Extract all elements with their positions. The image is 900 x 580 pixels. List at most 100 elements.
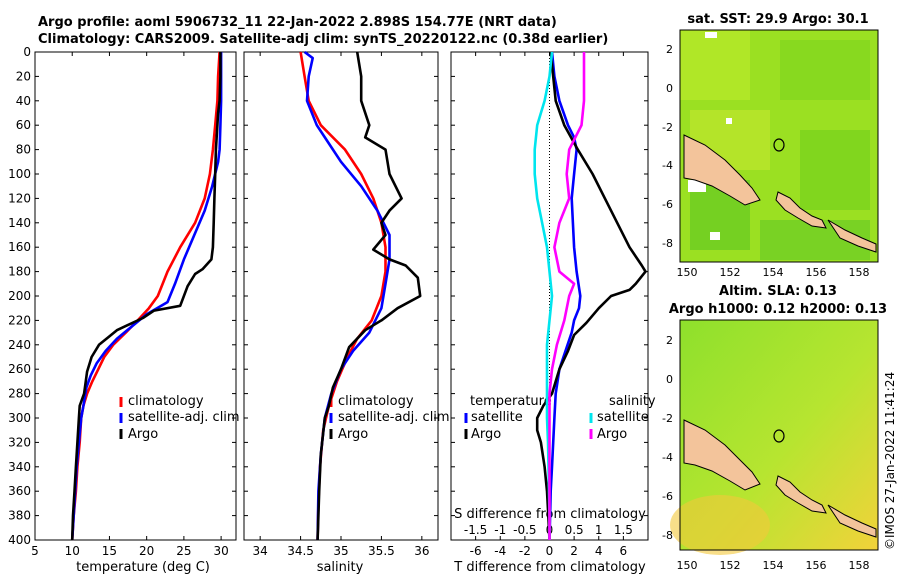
depth-tick-label: 160	[8, 240, 31, 254]
map2-ytick: 0	[666, 373, 673, 386]
differences-xtick-label: 6	[620, 544, 628, 558]
salinity-xtick-label: 36	[414, 544, 429, 558]
diff-legend: temperature satellite Argo salinity sate…	[464, 394, 656, 442]
depth-tick-label: 60	[16, 118, 31, 132]
map2-xtick: 158	[849, 559, 870, 572]
depth-tick-label: 400	[8, 533, 31, 547]
temp-xlabel: temperature (deg C)	[76, 560, 210, 575]
sla-map-axes: 150 152 154 156 158 2 0 -2 -4 -6 -8	[662, 334, 869, 572]
depth-tick-label: 220	[8, 313, 31, 327]
differences-xtick-label: 4	[595, 544, 603, 558]
map1-xtick: 154	[763, 266, 784, 279]
map1-ytick: -6	[662, 198, 673, 211]
map2-ytick: -6	[662, 490, 673, 503]
diff-legend-t-satellite: satellite	[471, 410, 523, 425]
depth-tick-label: 340	[8, 460, 31, 474]
sal-legend-satellite: satellite-adj. clim	[338, 410, 450, 425]
temp-legend-climatology: climatology	[128, 394, 204, 409]
sal-legend-argo: Argo	[338, 427, 368, 442]
depth-tick-label: 20	[16, 69, 31, 83]
map2-ytick: -8	[662, 529, 673, 542]
map2-xtick: 156	[806, 559, 827, 572]
depth-tick-label: 40	[16, 94, 31, 108]
sst-map	[679, 29, 879, 263]
temperature-xtick-label: 15	[102, 544, 117, 558]
diff-legend-sal-title: salinity	[609, 394, 656, 409]
depth-tick-label: 140	[8, 216, 31, 230]
salinity-xtick-label: 34.5	[287, 544, 314, 558]
sla-map	[670, 319, 879, 555]
differences-xtick-label: -2	[519, 544, 531, 558]
diff-sxtick-label: 0.5	[565, 523, 584, 537]
diff-legend-temp-title: temperature	[470, 394, 552, 409]
differences-series-t-satellite	[548, 51, 582, 541]
differences-series-s-argo	[548, 52, 586, 540]
title-line-2: Climatology: CARS2009. Satellite-adj cli…	[38, 32, 609, 47]
diff-sxtick-label: -1	[494, 523, 506, 537]
salinity-xtick-label: 35	[333, 544, 348, 558]
depth-tick-label: 0	[23, 45, 31, 59]
map2-xtick: 150	[677, 559, 698, 572]
depth-tick-label: 320	[8, 435, 31, 449]
argo-position-marker	[773, 138, 785, 152]
temperature-xtick-label: 5	[31, 544, 39, 558]
map1-ytick: -8	[662, 237, 673, 250]
differences-xtick-label: -4	[494, 544, 506, 558]
map1-ytick: -4	[662, 159, 673, 172]
depth-tick-label: 120	[8, 191, 31, 205]
salinity-series-argo	[316, 51, 422, 541]
depth-tick-label: 380	[8, 509, 31, 523]
temperature-series-climatology	[70, 51, 221, 541]
map1-xtick: 152	[720, 266, 741, 279]
diff-sxtick-label: 1.5	[614, 523, 633, 537]
temperature-frame	[34, 51, 237, 541]
diff-legend-t-argo: Argo	[471, 427, 501, 442]
temperature-xtick-label: 10	[65, 544, 80, 558]
map2-ytick: 2	[666, 334, 673, 347]
map1-xtick: 150	[677, 266, 698, 279]
diff-xlabel: T difference from climatology	[453, 560, 646, 575]
map1-ytick: -2	[662, 121, 673, 134]
diff-sxtick-label: -1.5	[464, 523, 487, 537]
diff-legend-s-argo: Argo	[597, 427, 627, 442]
sal-xlabel: salinity	[317, 560, 364, 575]
temp-legend-satellite: satellite-adj. clim	[128, 410, 240, 425]
differences-xtick-label: 0	[546, 544, 554, 558]
title-line-1: Argo profile: aoml 5906732_11 22-Jan-202…	[38, 15, 557, 30]
depth-tick-label: 360	[8, 484, 31, 498]
map1-xtick: 158	[849, 266, 870, 279]
salinity-xtick-label: 35.5	[368, 544, 395, 558]
watermark: ©IMOS 27-Jan-2022 11:41:24	[883, 372, 897, 550]
sla-map-title-2: Argo h1000: 0.12 h2000: 0.13	[669, 302, 887, 317]
differences-xtick-label: 2	[570, 544, 578, 558]
depth-tick-label: 280	[8, 387, 31, 401]
argo-position-marker	[773, 429, 785, 443]
temperature-xtick-label: 30	[213, 544, 228, 558]
sal-legend: climatology satellite-adj. clim Argo	[329, 394, 450, 442]
temperature-xtick-label: 20	[139, 544, 154, 558]
differences-series-t-argo	[535, 51, 647, 541]
depth-tick-label: 80	[16, 143, 31, 157]
depth-tick-label: 100	[8, 167, 31, 181]
sst-map-title: sat. SST: 29.9 Argo: 30.1	[687, 12, 868, 27]
temp-legend-argo: Argo	[128, 427, 158, 442]
diff-sxtick-label: 1	[595, 523, 603, 537]
sla-map-title-1: Altim. SLA: 0.13	[719, 284, 837, 299]
temperature-series-satellite-adj-clim	[70, 52, 223, 541]
salinity-xtick-label: 34	[253, 544, 268, 558]
depth-tick-label: 240	[8, 338, 31, 352]
map1-ytick: 2	[666, 43, 673, 56]
depth-tick-label: 180	[8, 265, 31, 279]
diff-sxtick-label: -0.5	[513, 523, 536, 537]
panel-salinity: 34 34.5 35 35.5 36	[243, 50, 439, 558]
sst-map-axes: 150 152 154 156 158 2 0 -2 -4 -6 -8	[662, 43, 869, 279]
depth-tick-label: 200	[8, 289, 31, 303]
map2-ytick: -2	[662, 412, 673, 425]
map1-ytick: 0	[666, 82, 673, 95]
salinity-frame	[243, 51, 439, 541]
panel-temperature: 0 20 40 60 80 100 120 140 160 180 200 220 240 260 280 3…	[8, 45, 237, 558]
salinity-series-satellite-adj-clim	[303, 50, 391, 541]
map1-xtick: 156	[806, 266, 827, 279]
